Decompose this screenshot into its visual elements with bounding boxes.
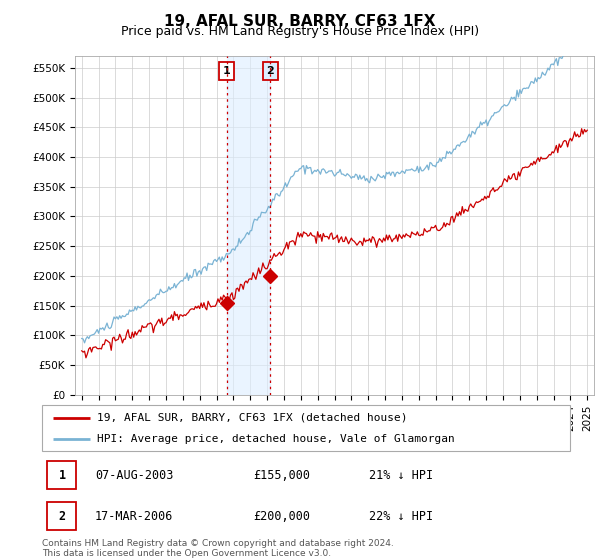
Text: 2: 2	[59, 510, 65, 523]
Text: £155,000: £155,000	[253, 469, 310, 482]
Text: HPI: Average price, detached house, Vale of Glamorgan: HPI: Average price, detached house, Vale…	[97, 435, 455, 444]
Text: Price paid vs. HM Land Registry's House Price Index (HPI): Price paid vs. HM Land Registry's House …	[121, 25, 479, 38]
Text: 07-AUG-2003: 07-AUG-2003	[95, 469, 173, 482]
Text: 22% ↓ HPI: 22% ↓ HPI	[370, 510, 433, 523]
Text: 19, AFAL SUR, BARRY, CF63 1FX (detached house): 19, AFAL SUR, BARRY, CF63 1FX (detached …	[97, 413, 408, 423]
FancyBboxPatch shape	[42, 405, 570, 451]
FancyBboxPatch shape	[47, 461, 76, 489]
Text: 19, AFAL SUR, BARRY, CF63 1FX: 19, AFAL SUR, BARRY, CF63 1FX	[164, 14, 436, 29]
Text: 1: 1	[59, 469, 65, 482]
Text: 1: 1	[223, 66, 230, 76]
Text: Contains HM Land Registry data © Crown copyright and database right 2024.
This d: Contains HM Land Registry data © Crown c…	[42, 539, 394, 558]
Text: 21% ↓ HPI: 21% ↓ HPI	[370, 469, 433, 482]
Bar	[227, 56, 271, 395]
Text: £200,000: £200,000	[253, 510, 310, 523]
FancyBboxPatch shape	[47, 502, 76, 530]
Text: 17-MAR-2006: 17-MAR-2006	[95, 510, 173, 523]
Text: 2: 2	[266, 66, 274, 76]
